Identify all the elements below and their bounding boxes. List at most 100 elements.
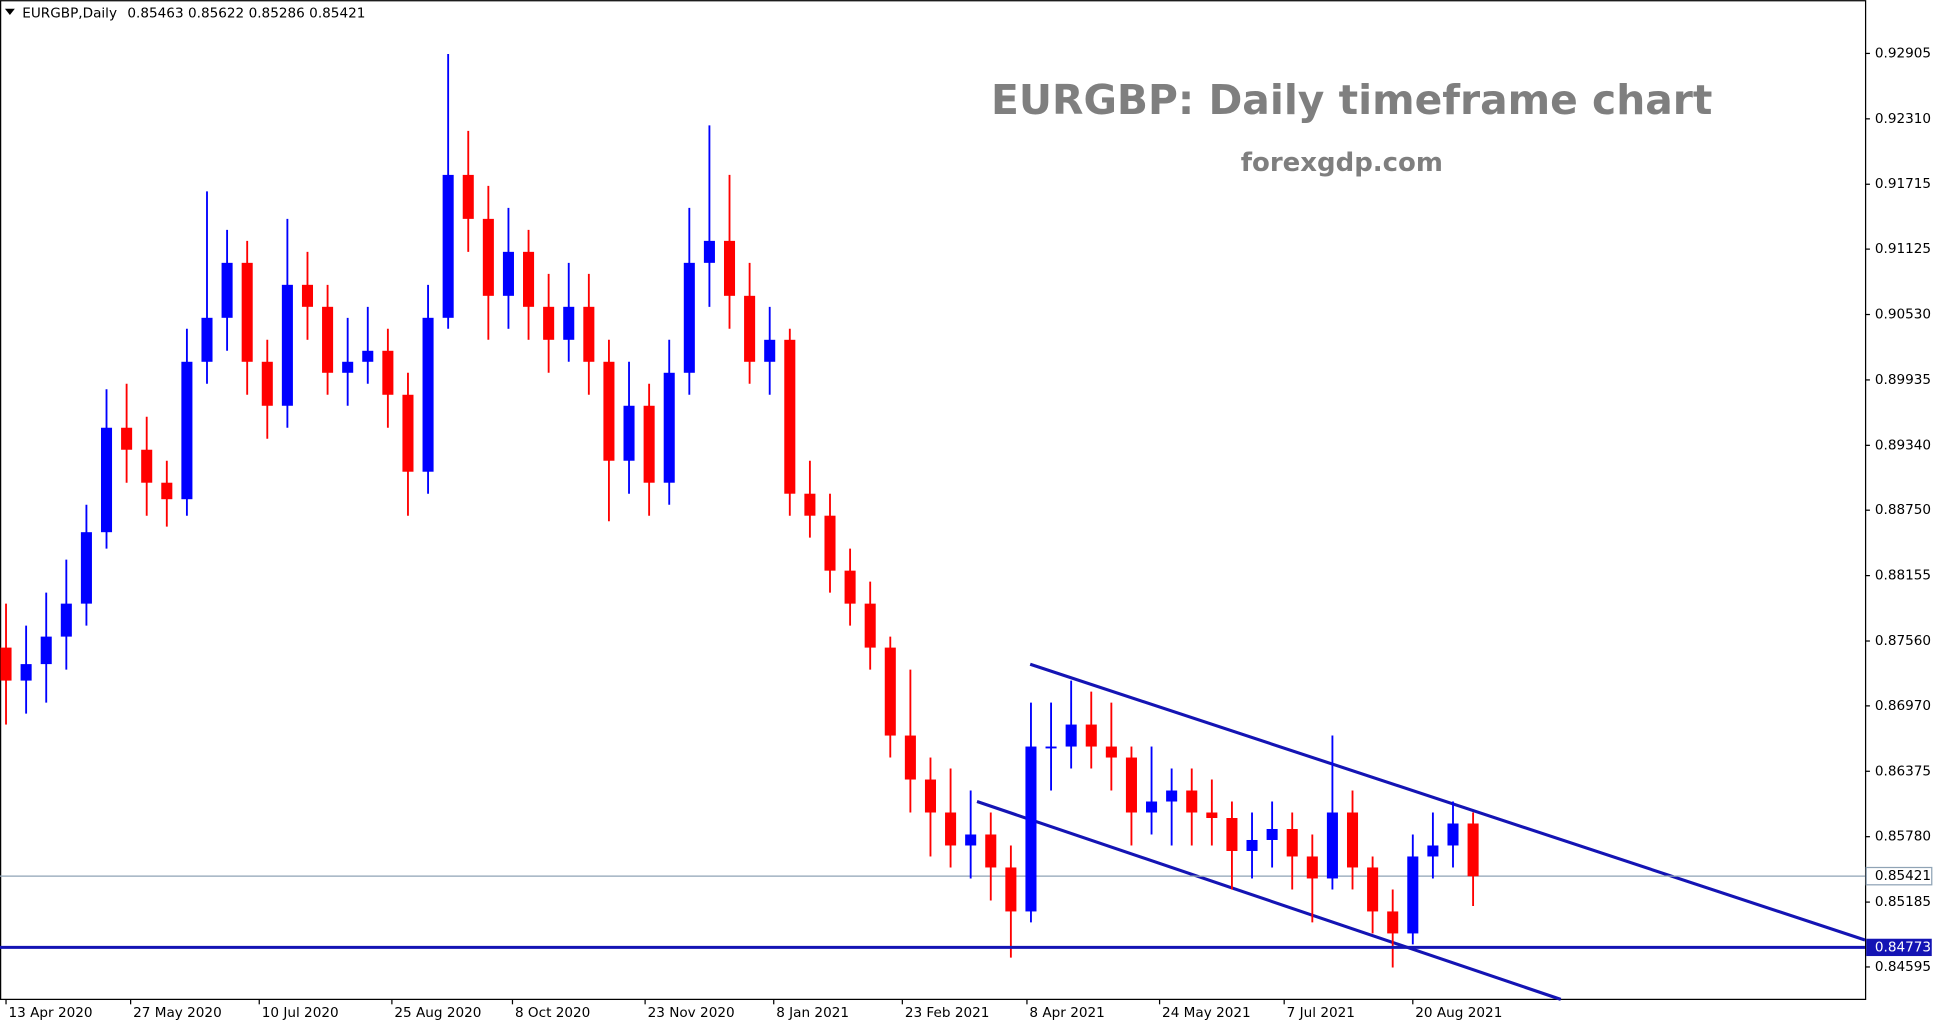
y-tick-label: 0.85780 xyxy=(1875,829,1931,845)
plot-frame xyxy=(0,0,1867,1001)
ohlc-open: 0.85463 xyxy=(127,6,183,22)
candle-body xyxy=(965,834,977,846)
candle-body xyxy=(1346,812,1359,868)
y-tick-label: 0.89935 xyxy=(1875,372,1931,388)
candle-body xyxy=(985,834,997,868)
candle-body xyxy=(221,262,233,318)
x-tick-label: 25 Aug 2020 xyxy=(394,1005,481,1021)
candle-body xyxy=(1367,867,1379,912)
candle-body xyxy=(1166,790,1178,802)
candle-body xyxy=(1427,845,1439,857)
x-tick-label: 23 Feb 2021 xyxy=(905,1005,990,1021)
candle-body xyxy=(181,361,193,500)
ohlc-close: 0.85421 xyxy=(309,6,365,22)
candle-body xyxy=(322,306,334,373)
candle-body xyxy=(281,284,293,406)
y-tick-label: 0.88750 xyxy=(1875,502,1931,518)
trendline-upper xyxy=(1029,662,1866,942)
candle-body xyxy=(40,636,52,665)
candle-body xyxy=(603,361,615,461)
candle-body xyxy=(723,240,736,296)
candle-body xyxy=(0,647,12,681)
candle-body xyxy=(1326,812,1338,879)
candle-body xyxy=(623,405,635,461)
candle-body xyxy=(1286,828,1298,857)
support-label-box xyxy=(1866,938,1932,957)
candle-body xyxy=(422,317,434,472)
candle-body xyxy=(1246,839,1258,851)
y-tick-label: 0.90530 xyxy=(1875,307,1931,323)
candle-body xyxy=(1125,757,1137,813)
symbol: EURGBP,Daily xyxy=(22,6,117,22)
candle-body xyxy=(402,394,414,472)
candle-body xyxy=(643,405,655,483)
candle-body xyxy=(261,361,273,406)
candle-body xyxy=(442,174,454,318)
candle-body xyxy=(241,262,253,362)
candle-body xyxy=(563,306,575,340)
x-tick-label: 24 May 2021 xyxy=(1162,1005,1251,1021)
ohlc-high: 0.85622 xyxy=(188,6,244,22)
support-label: 0.84773 xyxy=(1875,939,1931,955)
candle-body xyxy=(1266,828,1278,840)
trendline-lower xyxy=(976,800,1562,1001)
candle-body xyxy=(1045,746,1057,749)
x-tick-label: 13 Apr 2020 xyxy=(9,1005,93,1021)
y-tick-label: 0.91715 xyxy=(1875,176,1931,192)
y-tick-label: 0.87560 xyxy=(1875,633,1931,649)
x-tick-label: 8 Oct 2020 xyxy=(515,1005,590,1021)
candle-body xyxy=(703,240,715,263)
candle-body xyxy=(342,361,354,373)
candle-body xyxy=(1467,823,1479,877)
candle-body xyxy=(904,735,916,780)
y-tick-label: 0.86970 xyxy=(1875,698,1931,714)
candle-body xyxy=(1447,823,1459,846)
candle-body xyxy=(502,251,514,296)
y-tick-label: 0.92310 xyxy=(1875,111,1931,127)
candle-body xyxy=(683,262,695,373)
x-tick-label: 27 May 2020 xyxy=(133,1005,222,1021)
price-label: 0.85421 xyxy=(1875,868,1931,884)
candle-body xyxy=(744,295,756,362)
candle-body xyxy=(1186,790,1198,813)
menu-arrow xyxy=(4,8,15,15)
candle-body xyxy=(784,339,796,494)
candle-body xyxy=(121,427,133,450)
x-tick-label: 7 Jul 2021 xyxy=(1287,1005,1355,1021)
candle-body xyxy=(1306,856,1318,879)
candle-body xyxy=(764,339,776,362)
candle-body xyxy=(1146,801,1158,813)
candle-body xyxy=(945,812,957,846)
ohlc-low: 0.85286 xyxy=(249,6,305,22)
candle-body xyxy=(141,449,153,483)
y-tick-label: 0.86375 xyxy=(1875,763,1931,779)
candle-body xyxy=(1206,812,1218,819)
candle-body xyxy=(884,647,896,736)
candle-body xyxy=(1105,746,1117,758)
candle-body xyxy=(844,570,856,604)
x-tick-label: 20 Aug 2021 xyxy=(1415,1005,1502,1021)
candle-body xyxy=(864,603,876,648)
chart-title: EURGBP: Daily timeframe chart xyxy=(991,76,1712,124)
candle-body xyxy=(1065,724,1077,747)
candle-body xyxy=(60,603,72,637)
candle-body xyxy=(1025,746,1037,912)
candle-body xyxy=(161,482,173,500)
candle-body xyxy=(462,174,474,219)
chart-subtitle: forexgdp.com xyxy=(1241,148,1443,178)
candle-body xyxy=(201,317,213,362)
y-tick-label: 0.89340 xyxy=(1875,437,1931,453)
candle-body xyxy=(1085,724,1097,747)
candle-body xyxy=(804,493,816,516)
y-tick-label: 0.85185 xyxy=(1875,894,1931,910)
candle-body xyxy=(824,515,836,571)
x-tick-label: 10 Jul 2020 xyxy=(262,1005,339,1021)
candle-body xyxy=(20,664,32,681)
candle-body xyxy=(543,306,555,340)
candle-body xyxy=(663,372,675,483)
candle-body xyxy=(1407,856,1419,934)
x-tick-label: 8 Jan 2021 xyxy=(776,1005,849,1021)
